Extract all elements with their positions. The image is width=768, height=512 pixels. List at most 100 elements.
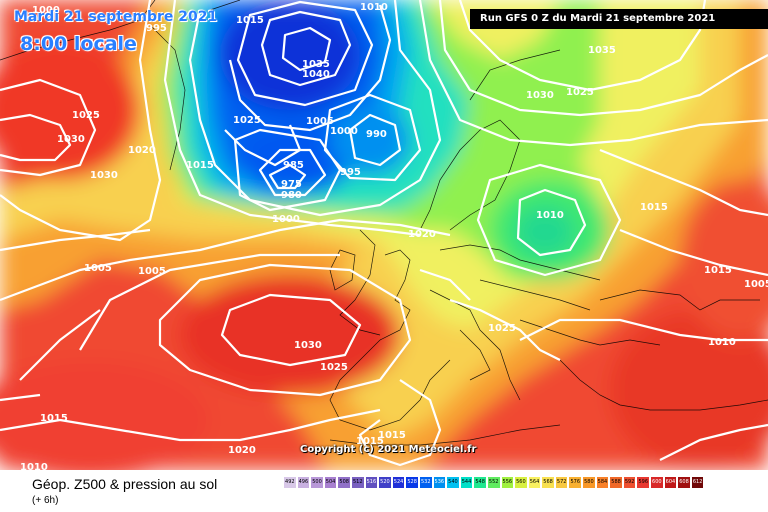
scale-swatch: 508 (337, 476, 351, 489)
isobar-label: 1020 (128, 145, 156, 156)
scale-swatch: 500 (310, 476, 324, 489)
isobar-labels: 1000 1015 1010 1005 995 990 985 980 975 … (20, 2, 768, 470)
scale-swatch: 536 (432, 476, 447, 489)
scale-swatch: 560 (514, 476, 528, 489)
isobar-label: 980 (281, 190, 302, 201)
isobar-label: 1015 (236, 15, 264, 26)
scale-swatch: 608 (677, 476, 691, 489)
isobar-label: 1030 (294, 340, 322, 351)
model-run-info: Run GFS 0 Z du Mardi 21 septembre 2021 (470, 9, 768, 29)
isobar-label: 1040 (302, 69, 330, 80)
isobar-label: 1030 (526, 90, 554, 101)
isobar-label: 1025 (320, 362, 348, 373)
scale-label: 524 (393, 479, 404, 485)
scale-swatch: 512 (350, 476, 365, 489)
isobar-label: 995 (340, 167, 361, 178)
isobar-label: 1030 (90, 170, 118, 181)
scale-swatch: 556 (500, 476, 515, 489)
legend-subtitle: (+ 6h) (32, 495, 59, 506)
scale-swatch: 540 (446, 476, 460, 489)
scale-label: 532 (420, 479, 431, 485)
scale-label: 552 (488, 479, 499, 485)
scale-label: 500 (312, 479, 322, 485)
scale-swatch: 596 (636, 476, 651, 489)
scale-swatch: 568 (541, 476, 555, 489)
scale-label: 536 (434, 479, 445, 485)
isobar-label: 1015 (186, 160, 214, 171)
scale-label: 544 (461, 479, 472, 485)
scale-swatch: 580 (582, 476, 596, 489)
scale-swatch: 544 (459, 476, 474, 489)
legend-footer: Géop. Z500 & pression au sol (+ 6h) 492 4… (0, 470, 768, 512)
forecast-date: Mardi 21 septembre 2021 (14, 9, 218, 25)
scale-label: 568 (543, 479, 553, 485)
scale-swatch: 496 (296, 476, 311, 489)
isobar-label: 1005 (744, 279, 768, 290)
scale-label: 604 (665, 479, 676, 485)
isobar-label: 1015 (640, 202, 668, 213)
copyright-notice: Copyright (c) 2021 Meteociel.fr (300, 444, 477, 455)
scale-swatch: 516 (364, 476, 379, 489)
scale-label: 512 (352, 479, 363, 485)
isobar-label: 1020 (228, 445, 256, 456)
isobar-label: 1035 (588, 45, 616, 56)
scale-label: 556 (502, 479, 513, 485)
scale-label: 592 (624, 479, 635, 485)
scale-label: 520 (380, 479, 390, 485)
scale-label: 608 (679, 479, 689, 485)
isobar-label: 1030 (57, 134, 85, 145)
forecast-time: 8:00 locale (20, 33, 137, 55)
scale-swatch: 588 (609, 476, 623, 489)
isobar-label: 1005 (88, 38, 116, 49)
isobar-label: 1000 (32, 5, 60, 16)
scale-swatch: 532 (418, 476, 433, 489)
scale-label: 560 (516, 479, 526, 485)
isobar-label: 1025 (566, 87, 594, 98)
scale-swatch: 520 (378, 476, 392, 489)
isobar-label: 1015 (378, 430, 406, 441)
isobar-label: 1000 (330, 126, 358, 137)
scale-swatch: 564 (527, 476, 542, 489)
isobar-label: 975 (281, 179, 302, 190)
scale-swatch: 492 (283, 476, 297, 489)
pressure-map: 1000 1015 1010 1005 995 990 985 980 975 … (0, 0, 768, 470)
isobar-label: 1000 (272, 214, 300, 225)
scale-label: 588 (611, 479, 621, 485)
scale-label: 600 (652, 479, 662, 485)
scale-label: 580 (584, 479, 594, 485)
isobar-label: 1010 (536, 210, 564, 221)
legend-title: Géop. Z500 & pression au sol (32, 476, 218, 492)
isobar-label: 1015 (356, 436, 384, 447)
scale-swatch: 604 (663, 476, 678, 489)
scale-swatch: 552 (486, 476, 501, 489)
scale-label: 528 (407, 479, 417, 485)
scale-label: 576 (570, 479, 581, 485)
isobars (0, 0, 768, 465)
isobar-label: 1025 (488, 323, 516, 334)
isobar-label: 1010 (708, 337, 736, 348)
scale-swatch: 548 (473, 476, 487, 489)
isobar-label: 1025 (233, 115, 261, 126)
scale-swatch: 572 (554, 476, 569, 489)
scale-label: 504 (325, 479, 336, 485)
scale-label: 548 (475, 479, 485, 485)
scale-label: 516 (366, 479, 377, 485)
isobar-label: 985 (283, 160, 304, 171)
color-scale: 492 496 500 504 508 512 516 520 524 528 532 536 540 5… (283, 476, 705, 489)
scale-label: 572 (556, 479, 567, 485)
scale-label: 612 (692, 479, 703, 485)
isobar-label: 1005 (84, 263, 112, 274)
scale-label: 564 (529, 479, 540, 485)
isobar-label: 1020 (408, 229, 436, 240)
scale-swatch: 592 (622, 476, 637, 489)
isobar-label: 995 (146, 23, 167, 34)
isobar-label: 1025 (72, 110, 100, 121)
isobar-label: 1015 (40, 413, 68, 424)
scale-swatch: 576 (568, 476, 583, 489)
scale-swatch: 528 (405, 476, 419, 489)
isobar-label: 1015 (704, 265, 732, 276)
scale-label: 540 (448, 479, 458, 485)
scale-label: 508 (339, 479, 349, 485)
scale-label: 496 (298, 479, 309, 485)
isobar-label: 990 (366, 129, 387, 140)
